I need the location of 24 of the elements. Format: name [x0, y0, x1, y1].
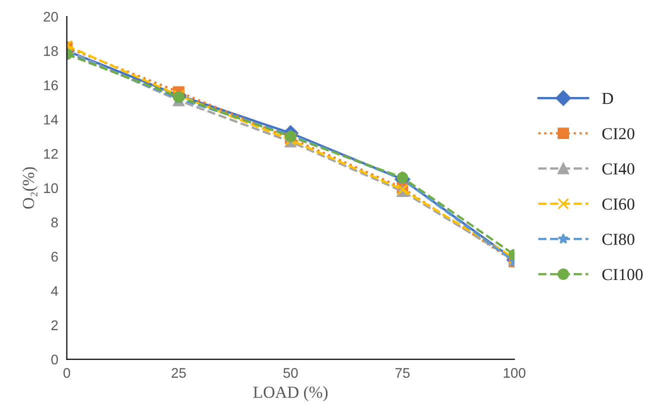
- legend-label: CI100: [602, 268, 643, 280]
- y-tick-label: 20: [44, 12, 58, 22]
- x-tick-label: 25: [172, 368, 186, 378]
- y-axis-title: O₂(%): [22, 167, 38, 209]
- y-tick-label: 16: [44, 80, 58, 90]
- y-tick-label: 18: [44, 46, 58, 56]
- y-tick-label: 2: [51, 320, 58, 330]
- y-tick-label: 4: [51, 286, 58, 296]
- x-tick-label: 75: [395, 368, 410, 378]
- x-tick-label: 0: [63, 368, 70, 378]
- legend-label: D: [602, 93, 614, 104]
- y-tick-label: 8: [51, 218, 58, 228]
- x-axis-title: LOAD (%): [253, 386, 328, 402]
- y-tick-label: 10: [44, 183, 58, 194]
- legend-label: CI40: [602, 163, 634, 175]
- x-tick-label: 100: [504, 368, 526, 378]
- legend-label: CI60: [602, 198, 634, 210]
- legend-label: CI80: [602, 234, 634, 245]
- y-tick-label: 0: [51, 354, 58, 364]
- y-tick-label: 6: [51, 252, 58, 262]
- legend-label: CI20: [602, 128, 634, 140]
- y-tick-label: 14: [44, 114, 58, 124]
- y-tick-label: 12: [44, 148, 58, 159]
- x-tick-label: 50: [283, 368, 298, 378]
